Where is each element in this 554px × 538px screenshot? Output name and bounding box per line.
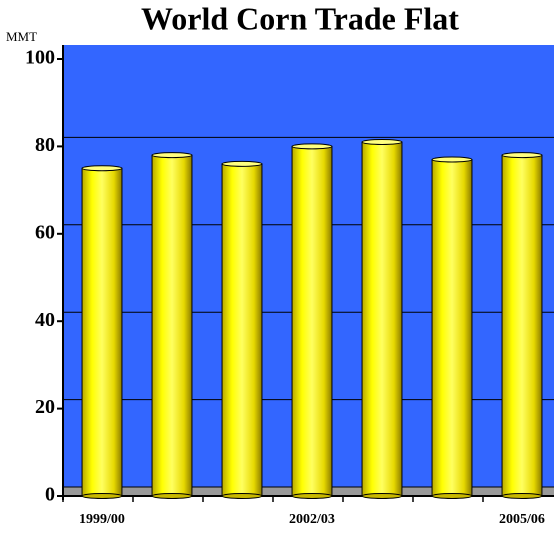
x-tick-label: 1999/00 xyxy=(79,512,125,527)
bar-cap xyxy=(501,152,543,159)
bar xyxy=(81,167,123,497)
bar-cap xyxy=(81,165,123,172)
x-tick-label: 2005/06 xyxy=(499,512,545,527)
bar xyxy=(221,163,263,497)
y-tick-label: 40 xyxy=(35,309,55,331)
bar-base xyxy=(361,493,403,499)
bar-cap xyxy=(151,152,193,159)
y-tick-label: 60 xyxy=(35,221,55,243)
chart-title: World Corn Trade Flat xyxy=(141,0,459,36)
bar-base xyxy=(431,493,473,499)
y-tick-label: 80 xyxy=(35,134,55,156)
bar-base xyxy=(81,493,123,499)
bar xyxy=(361,141,403,497)
bar-cap xyxy=(361,139,403,146)
bar-base xyxy=(151,493,193,499)
bar xyxy=(291,145,333,497)
y-axis-label: MMT xyxy=(6,29,37,44)
bar-cap xyxy=(431,156,473,163)
bar xyxy=(501,154,543,497)
bar-cap xyxy=(291,143,333,150)
bar-cap xyxy=(221,160,263,167)
y-tick-label: 100 xyxy=(25,47,55,69)
bar-base xyxy=(221,493,263,499)
x-tick-label: 2002/03 xyxy=(289,512,335,527)
bar xyxy=(151,154,193,497)
bar xyxy=(431,159,473,497)
bar-base xyxy=(291,493,333,499)
y-tick-label: 20 xyxy=(35,396,55,418)
y-tick-label: 0 xyxy=(45,484,55,506)
bar-base xyxy=(501,493,543,499)
